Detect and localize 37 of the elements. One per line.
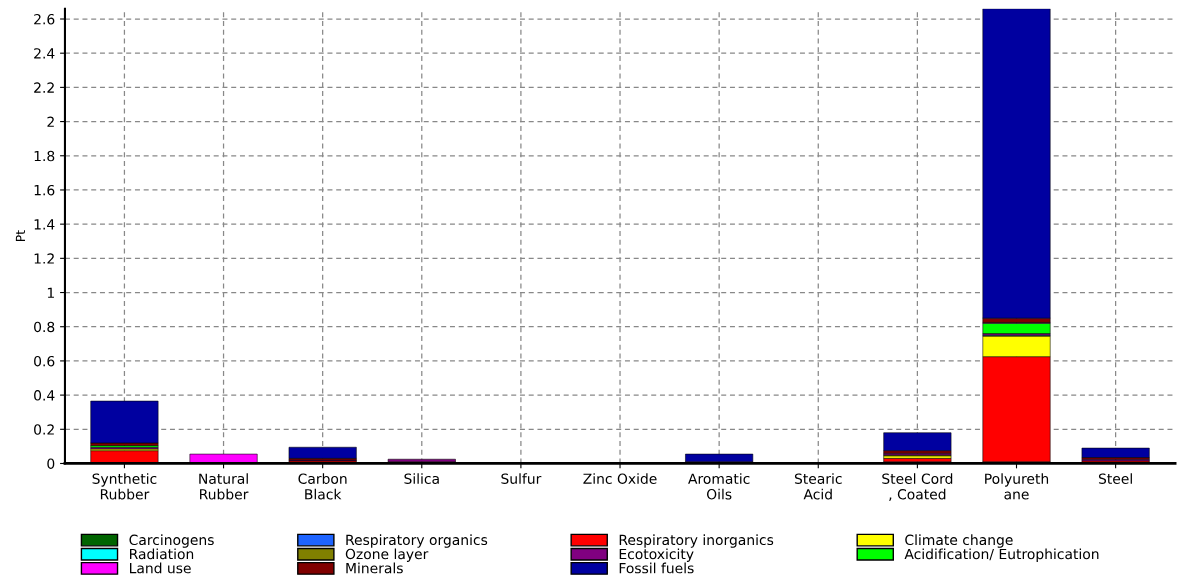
y-tick-label: 2.4 <box>34 48 55 59</box>
legend-label: Ecotoxicity <box>619 548 694 562</box>
legend-label: Ozone layer <box>345 548 429 562</box>
x-tick-label: Silica <box>404 473 439 484</box>
x-tick-label: Stearic Acid <box>794 473 842 500</box>
y-tick-label: 2.6 <box>34 13 55 25</box>
y-tick-label: 0.2 <box>34 424 54 435</box>
x-tick-label: Sulfur <box>501 473 542 484</box>
y-tick-label: 1.2 <box>34 253 54 264</box>
y-tick-label: 0 <box>47 458 55 469</box>
y-tick-label: 1.4 <box>34 219 55 230</box>
x-tick-label: Aromatic Oils <box>688 473 750 500</box>
legend-label: Acidification/ Eutrophication <box>904 548 1099 562</box>
x-tick-label: Steel <box>1098 473 1132 484</box>
x-tick-label: Synthetic Rubber <box>92 473 157 500</box>
y-tick-label: 1.6 <box>34 184 55 196</box>
y-tick-label: 0.8 <box>34 321 55 333</box>
y-tick-label: 1.8 <box>34 150 55 162</box>
legend-label: Carcinogens <box>129 534 214 548</box>
y-axis-title: Pt <box>15 230 25 242</box>
x-tick-label: Steel Cord , Coated <box>882 473 953 501</box>
legend-label: Land use <box>130 562 191 574</box>
y-tick-label: 2.2 <box>34 82 54 93</box>
legend-label: Climate change <box>905 534 1013 548</box>
y-tick-label: 2 <box>47 116 54 127</box>
y-tick-label: 1 <box>47 287 54 298</box>
x-tick-label: Natural Rubber <box>199 473 249 500</box>
legend-label: Respiratory inorganics <box>619 534 774 548</box>
y-tick-label: 0.6 <box>34 355 55 367</box>
x-tick-label: Carbon Black <box>298 473 347 500</box>
legend-label: Respiratory organics <box>346 534 488 548</box>
x-tick-label: Zinc Oxide <box>583 473 657 484</box>
legend-label: Fossil fuels <box>619 562 694 574</box>
legend-label: Minerals <box>346 562 403 574</box>
x-tick-label: Polyureth ane <box>985 473 1049 500</box>
legend-label: Radiation <box>130 548 194 560</box>
y-tick-label: 0.4 <box>34 390 55 401</box>
